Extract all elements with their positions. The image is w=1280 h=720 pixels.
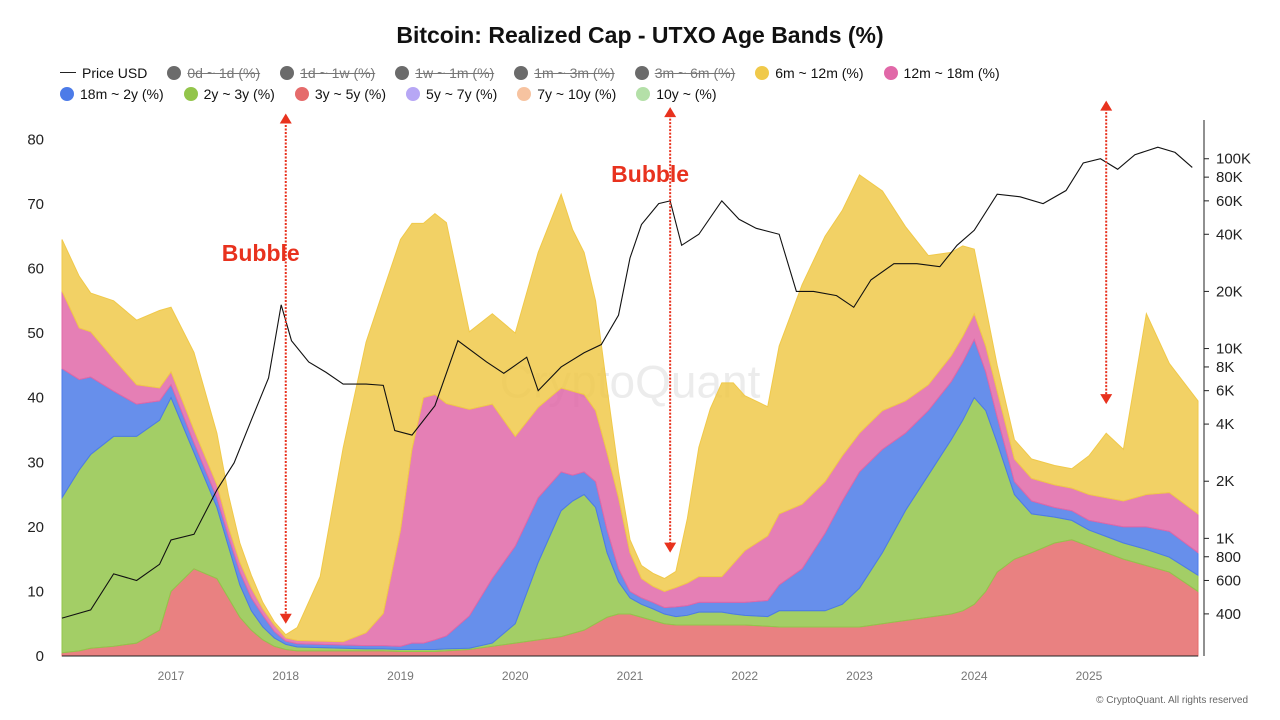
y-right-tick-label: 40K <box>1216 226 1243 243</box>
legend-dot-icon <box>514 65 529 80</box>
x-tick-label: 2018 <box>272 669 299 683</box>
x-tick-label: 2019 <box>387 669 414 683</box>
legend-item[interactable]: 2y ~ 3y (%) <box>183 85 275 102</box>
legend-item[interactable]: 0d ~ 1d (%) <box>167 65 260 81</box>
legend-dot-icon <box>636 86 651 101</box>
legend-label: 18m ~ 2y (%) <box>80 85 164 102</box>
legend-label: 1m ~ 3m (%) <box>534 64 615 81</box>
legend-label: 12m ~ 18m (%) <box>903 64 1000 81</box>
annotation-label: Bubble <box>611 161 689 187</box>
legend-dot-icon <box>883 65 898 80</box>
y-right-tick-label: 100K <box>1216 151 1251 168</box>
x-tick-label: 2024 <box>961 669 988 683</box>
legend-item[interactable]: 18m ~ 2y (%) <box>60 86 164 102</box>
arrow-down-icon <box>1100 394 1113 405</box>
legend-label: 3m ~ 6m (%) <box>654 64 736 81</box>
arrow-down-icon <box>664 542 677 553</box>
legend-dot-icon <box>280 65 295 80</box>
legend-item[interactable]: Price USD <box>60 65 147 81</box>
annotation-label: Bubble <box>222 240 300 266</box>
y-left-tick-label: 30 <box>27 454 44 471</box>
legend-item[interactable]: 1w ~ 1m (%) <box>395 65 494 81</box>
legend-item[interactable]: 1m ~ 3m (%) <box>514 65 615 81</box>
x-tick-label: 2020 <box>502 669 529 683</box>
legend-label: 1w ~ 1m (%) <box>415 64 495 81</box>
legend-label: 7y ~ 10y (%) <box>537 85 617 102</box>
legend: Price USD 0d ~ 1d (%) 1d ~ 1w (%) 1w ~ 1m (… <box>60 62 1260 104</box>
y-right-tick-label: 2K <box>1216 473 1234 490</box>
y-right-tick-label: 800 <box>1216 549 1241 566</box>
x-tick-label: 2017 <box>158 669 185 683</box>
arrow-up-icon <box>279 113 292 124</box>
legend-item[interactable]: 6m ~ 12m (%) <box>755 64 864 81</box>
y-right-tick-label: 10K <box>1216 341 1243 358</box>
legend-label: 5y ~ 7y (%) <box>426 85 498 102</box>
x-tick-label: 2022 <box>731 669 758 683</box>
legend-dot-icon <box>755 65 770 80</box>
y-left-tick-label: 80 <box>27 131 44 148</box>
legend-dot-icon <box>634 65 649 80</box>
legend-row-2: 18m ~ 2y (%) 2y ~ 3y (%) 3y ~ 5y (%) 5y ~ 7… <box>60 83 1260 104</box>
y-left-tick-label: 60 <box>27 261 44 278</box>
y-right-tick-label: 4K <box>1216 416 1234 433</box>
legend-label: 2y ~ 3y (%) <box>203 85 275 102</box>
y-left-tick-label: 40 <box>27 390 44 407</box>
y-left-tick-label: 70 <box>27 196 44 213</box>
chart-title: Bitcoin: Realized Cap - UTXO Age Bands (… <box>396 22 884 48</box>
y-right-tick-label: 8K <box>1216 359 1234 376</box>
legend-item[interactable]: 1d ~ 1w (%) <box>280 65 375 81</box>
y-right-tick-label: 6K <box>1216 383 1234 400</box>
y-left-tick-label: 10 <box>27 583 44 600</box>
line-swatch-icon <box>60 72 76 73</box>
legend-dot-icon <box>60 86 74 101</box>
y-left-tick-label: 20 <box>27 519 44 536</box>
y-left-tick-label: 0 <box>36 648 44 665</box>
area-series <box>61 174 1199 643</box>
x-tick-label: 2021 <box>617 669 644 683</box>
y-right-tick-label: 20K <box>1216 283 1243 300</box>
x-tick-label: 2025 <box>1076 669 1103 683</box>
y-right-tick-label: 1K <box>1216 530 1234 547</box>
y-right-tick-label: 400 <box>1216 606 1241 623</box>
legend-dot-icon <box>183 86 198 101</box>
legend-label: Price USD <box>82 64 148 81</box>
y-left-tick-label: 50 <box>27 325 44 342</box>
arrow-up-icon <box>664 107 677 118</box>
arrow-up-icon <box>1100 100 1113 111</box>
legend-item[interactable]: 10y ~ (%) <box>636 85 717 102</box>
y-right-tick-label: 600 <box>1216 572 1241 589</box>
arrow-down-icon <box>279 613 292 624</box>
legend-label: 6m ~ 12m (%) <box>775 64 864 81</box>
legend-dot-icon <box>517 86 532 101</box>
legend-label: 3y ~ 5y (%) <box>314 85 387 102</box>
legend-item[interactable]: 12m ~ 18m (%) <box>883 64 1000 81</box>
legend-item[interactable]: 3m ~ 6m (%) <box>634 64 736 81</box>
legend-label: 10y ~ (%) <box>656 85 717 102</box>
legend-dot-icon <box>395 65 410 80</box>
legend-label: 0d ~ 1d (%) <box>187 64 261 81</box>
legend-dot-icon <box>406 86 421 101</box>
legend-item[interactable]: 7y ~ 10y (%) <box>517 86 616 102</box>
y-right-tick-label: 60K <box>1216 193 1243 210</box>
price-line <box>61 146 1193 619</box>
legend-item[interactable]: 3y ~ 5y (%) <box>294 85 387 102</box>
legend-label: 1d ~ 1w (%) <box>300 64 376 81</box>
y-right-tick-label: 80K <box>1216 169 1243 186</box>
legend-row-1: Price USD 0d ~ 1d (%) 1d ~ 1w (%) 1w ~ 1m (… <box>60 62 1260 83</box>
copyright-text: © CryptoQuant. All rights reserved <box>1096 695 1248 706</box>
x-tick-label: 2023 <box>846 669 873 683</box>
legend-dot-icon <box>294 86 309 101</box>
legend-dot-icon <box>167 65 182 80</box>
legend-item[interactable]: 5y ~ 7y (%) <box>406 86 497 102</box>
